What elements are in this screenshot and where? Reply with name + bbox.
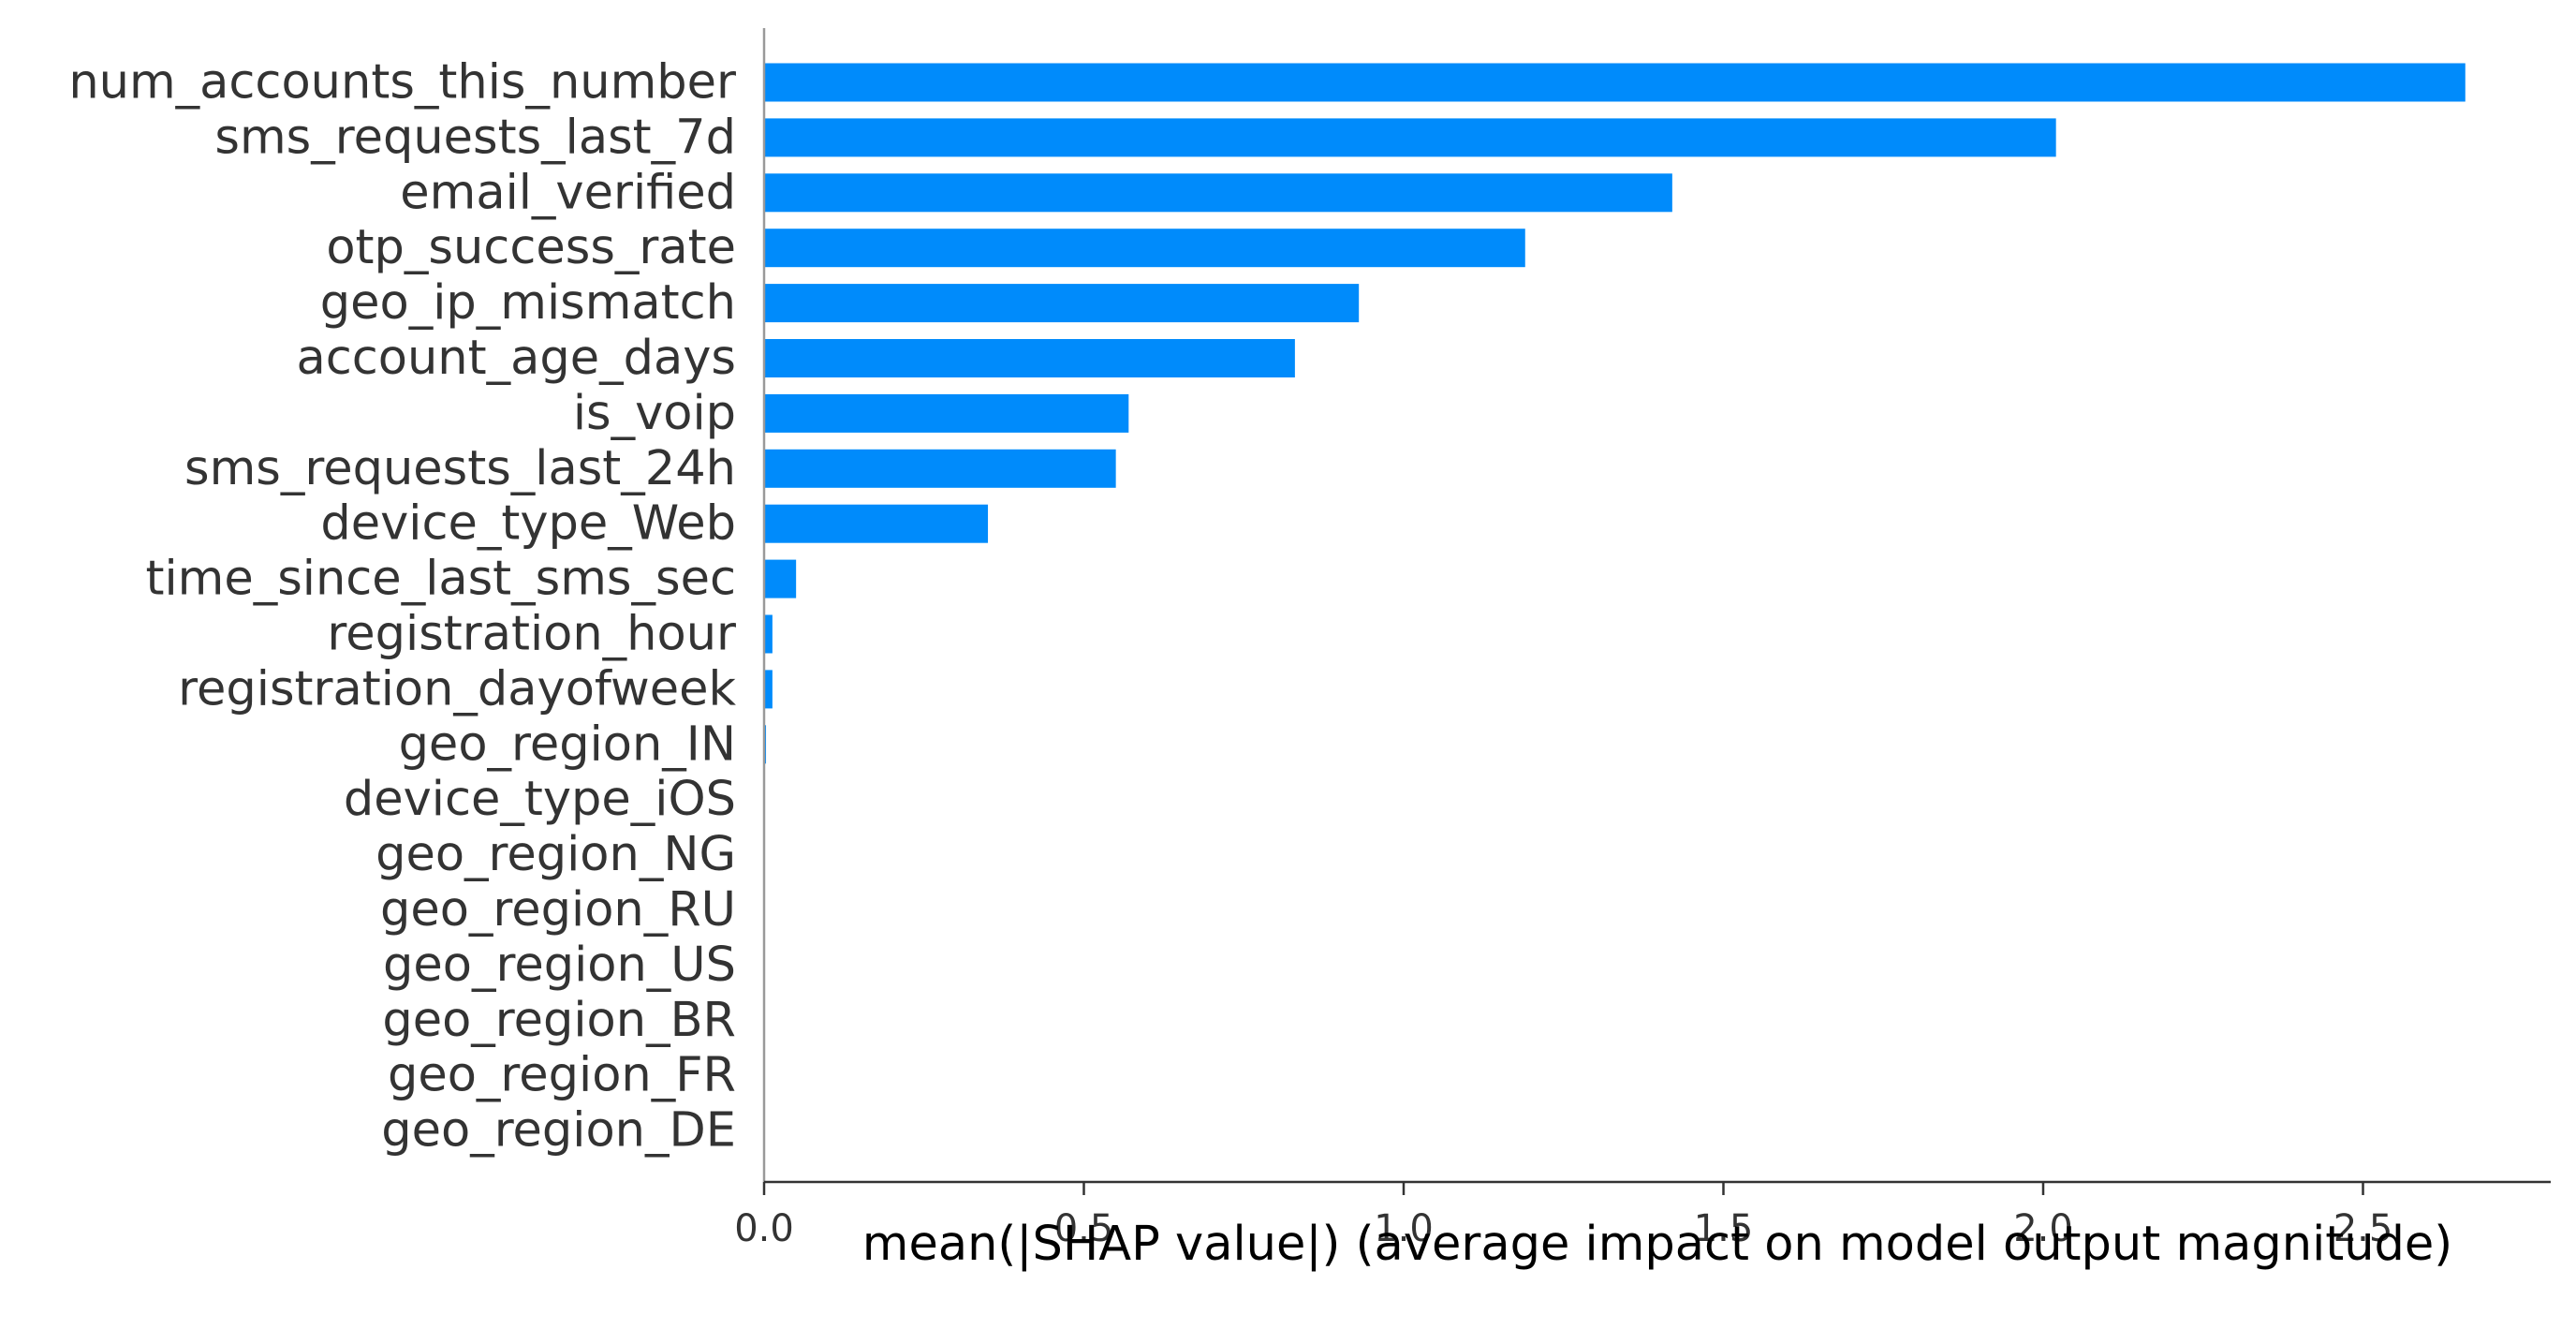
bars-group [764,63,2466,764]
feature-label: geo_region_RU [380,882,736,938]
feature-label: otp_success_rate [326,220,736,275]
feature-label: geo_ip_mismatch [320,275,736,331]
feature-label: geo_region_DE [381,1103,736,1159]
x-tick-label: 0.5 [1054,1207,1114,1250]
bar-otp_success_rate [764,229,1525,268]
feature-label: account_age_days [296,331,736,386]
feature-label: is_voip [573,386,736,441]
x-tick-label: 1.0 [1374,1207,1434,1250]
feature-label: geo_region_NG [375,827,736,882]
feature-label: device_type_Web [320,496,736,552]
bar-registration_hour [764,614,773,654]
feature-label: geo_region_BR [382,993,736,1048]
x-ticks-group: 0.0 0.5 1.0 1.5 2.0 2.5 [734,1182,2392,1250]
feature-label: registration_dayofweek [178,661,736,716]
bar-sms_requests_last_7d [764,118,2056,157]
feature-label: geo_region_FR [388,1048,736,1103]
feature-label: sms_requests_last_7d [214,110,736,165]
feature-labels-group: num_accounts_this_numbersms_requests_las… [68,55,736,1159]
x-tick-label: 0.0 [734,1207,794,1250]
bar-geo_ip_mismatch [764,284,1360,323]
bar-email_verified [764,173,1672,213]
feature-label: geo_region_US [383,938,736,993]
bar-num_accounts_this_number [764,63,2466,102]
feature-label: sms_requests_last_24h [184,441,736,496]
x-tick-label: 1.5 [1694,1207,1754,1250]
bar-is_voip [764,393,1129,433]
x-tick-label: 2.5 [2333,1207,2393,1250]
bar-device_type_Web [764,504,989,543]
bar-time_since_last_sms_sec [764,559,797,598]
bar-registration_dayofweek [764,670,773,709]
x-axis-label: mean(|SHAP value|) (average impact on mo… [862,1217,2452,1272]
feature-label: num_accounts_this_number [68,55,736,111]
bar-account_age_days [764,339,1295,377]
feature-label: email_verified [400,165,736,220]
feature-label: device_type_iOS [344,772,736,827]
x-tick-label: 2.0 [2013,1207,2073,1250]
feature-label: geo_region_IN [399,716,736,772]
feature-label: time_since_last_sms_sec [145,552,736,607]
feature-label: registration_hour [327,607,736,662]
bar-sms_requests_last_24h [764,449,1116,488]
